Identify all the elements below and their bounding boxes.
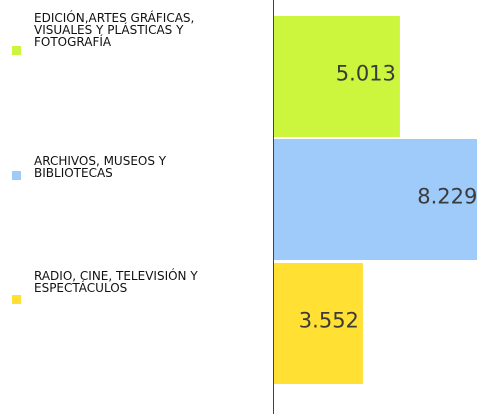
- value-label: 8.229: [417, 185, 477, 209]
- value-label: 5.013: [336, 62, 396, 86]
- category-label: ARCHIVOS, MUSEOS Y BIBLIOTECAS: [34, 154, 167, 180]
- category-label: RADIO, CINE, TELEVISIÓN Y ESPECTÁCULOS: [34, 269, 198, 295]
- legend-swatch: [12, 171, 21, 180]
- legend-swatch: [12, 295, 21, 304]
- bar: [274, 16, 400, 137]
- category-label: EDICIÓN,ARTES GRÁFICAS, VISUALES Y PLÁST…: [34, 11, 195, 49]
- value-label: 3.552: [299, 309, 359, 333]
- legend-swatch: [12, 46, 21, 55]
- bar: [274, 263, 363, 384]
- bar: [274, 139, 477, 260]
